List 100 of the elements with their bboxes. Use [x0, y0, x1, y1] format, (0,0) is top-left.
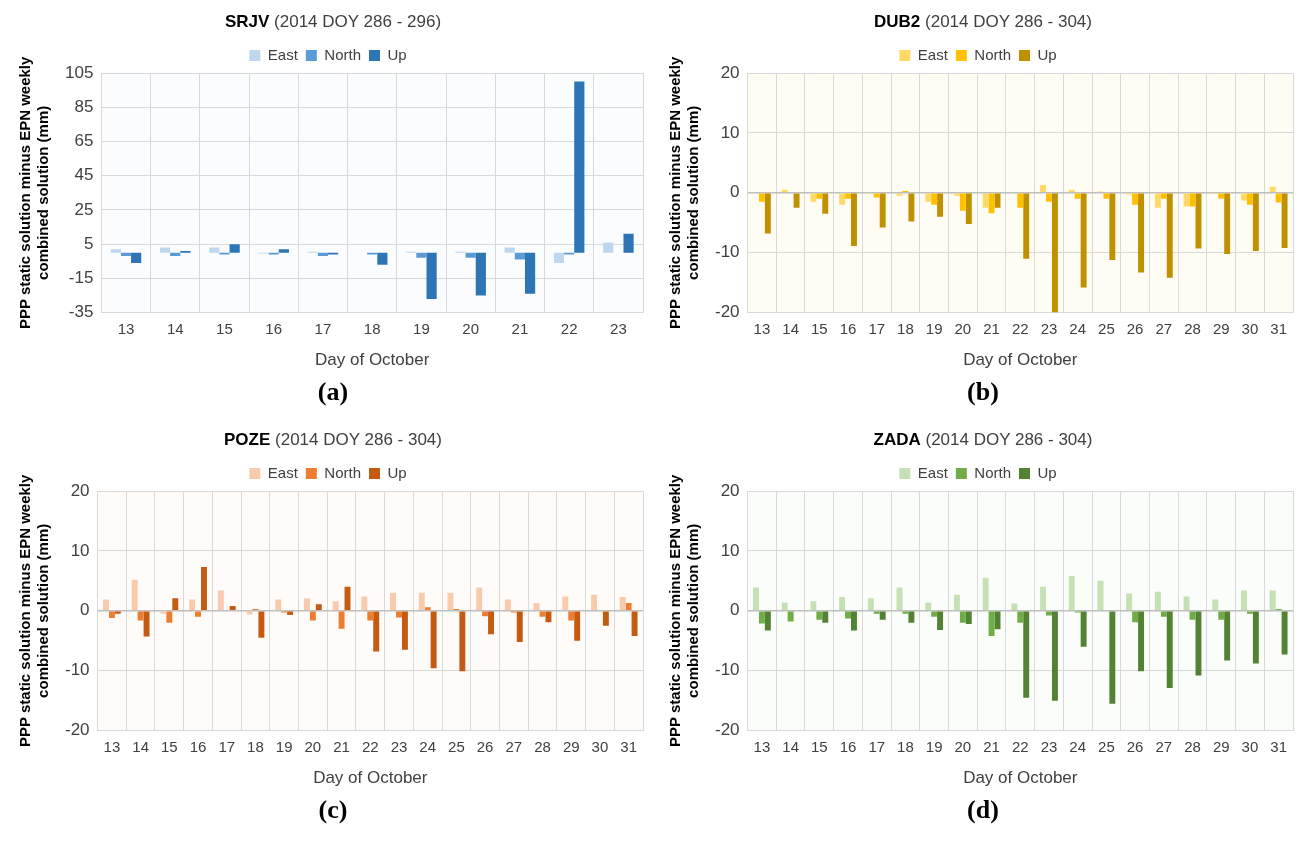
bar: [810, 601, 817, 611]
bar: [988, 611, 995, 636]
bar: [229, 244, 240, 253]
y-tick-label: -35: [68, 302, 94, 322]
x-axis-title: Day of October: [315, 350, 430, 370]
bar: [1138, 193, 1145, 273]
bar: [959, 193, 966, 211]
bar: [287, 611, 294, 615]
bar: [845, 611, 852, 619]
x-tick-label: 13: [753, 737, 771, 755]
bar: [110, 249, 121, 253]
bar: [114, 611, 121, 614]
x-tick-label: 14: [132, 737, 149, 755]
bar: [108, 611, 115, 618]
bar: [937, 611, 944, 630]
bar: [753, 587, 759, 611]
bar: [1212, 599, 1219, 611]
bar: [764, 611, 771, 631]
y-axis-title: PPP static solution minus EPN weekly combined solution (mm): [666, 473, 702, 747]
bar: [758, 193, 765, 202]
legend-label: East: [917, 463, 949, 481]
y-axis-title: PPP static solution minus EPN weekly combined solution (mm): [16, 473, 52, 747]
y-tick-label: 65: [74, 131, 94, 151]
y-tick-label: 0: [730, 182, 740, 202]
bar: [131, 252, 142, 263]
bar: [1246, 611, 1253, 614]
bar: [925, 602, 932, 611]
bar: [1080, 611, 1087, 647]
bar: [504, 247, 515, 253]
x-tick-label: 29: [1212, 319, 1230, 337]
bar: [1195, 611, 1202, 676]
bar: [1023, 193, 1030, 259]
legend-label: East: [267, 463, 299, 481]
x-tick-label: 26: [1126, 737, 1144, 755]
x-tick-label: 25: [1098, 319, 1115, 337]
x-tick-label: 17: [868, 319, 886, 337]
legend-label: Up: [387, 463, 407, 481]
bar: [1132, 193, 1139, 205]
x-tick-label: 28: [534, 737, 551, 755]
x-tick-label: 30: [1241, 319, 1259, 337]
x-tick-label: 21: [333, 737, 350, 755]
chart-title: ZADA (2014 DOY 286 - 304): [873, 430, 1093, 451]
bar: [1275, 193, 1282, 203]
x-tick-label: 17: [314, 319, 332, 337]
bar: [373, 611, 380, 652]
x-tick-label: 21: [983, 319, 1000, 337]
x-tick-label: 19: [413, 319, 430, 337]
legend-label: Up: [1037, 45, 1057, 63]
x-tick-label: 22: [1011, 319, 1029, 337]
bar: [361, 596, 368, 611]
x-tick-label: 26: [1126, 319, 1144, 337]
bar: [303, 598, 310, 611]
bar: [591, 594, 597, 611]
x-tick-label: 27: [1155, 737, 1173, 755]
bar: [1126, 593, 1133, 611]
bar: [810, 193, 817, 202]
y-tick-label: 20: [70, 480, 90, 500]
x-tick-label: 28: [1184, 737, 1201, 755]
bar: [568, 611, 575, 621]
x-tick-label: 29: [562, 737, 580, 755]
x-tick-label: 14: [166, 319, 184, 337]
chart-title: POZE (2014 DOY 286 - 304): [224, 430, 442, 451]
x-tick-label: 24: [1069, 319, 1087, 337]
legend-label: East: [267, 45, 299, 63]
x-tick-label: 25: [448, 737, 465, 755]
bar: [390, 592, 397, 611]
y-tick-label: -10: [64, 660, 90, 680]
chart-title: SRJV (2014 DOY 286 - 296): [224, 12, 442, 33]
bar: [1269, 186, 1276, 193]
x-tick-label: 26: [476, 737, 494, 755]
y-tick-label: 10: [720, 122, 740, 142]
x-tick-label: 20: [304, 737, 322, 755]
bar: [816, 193, 823, 199]
bar: [845, 193, 852, 199]
bar: [209, 247, 220, 253]
bar: [781, 189, 788, 193]
x-tick-label: 17: [868, 737, 886, 755]
bar: [851, 193, 857, 247]
bar: [545, 611, 552, 623]
bar: [873, 611, 880, 614]
bar: [338, 611, 345, 629]
bar: [603, 242, 614, 253]
bar: [758, 611, 765, 624]
bar: [953, 594, 960, 611]
y-tick-label: -10: [714, 242, 740, 262]
bar: [879, 193, 886, 228]
x-tick-label: 23: [1040, 737, 1058, 755]
bar: [1246, 193, 1253, 205]
x-tick-label: 16: [839, 319, 857, 337]
bar: [315, 604, 322, 611]
bar: [1160, 193, 1167, 199]
bar: [925, 193, 932, 202]
bar: [131, 579, 138, 611]
bar: [1269, 590, 1276, 611]
x-tick-label: 15: [216, 319, 233, 337]
bar: [982, 193, 989, 208]
y-tick-label: -15: [68, 268, 94, 288]
bar: [787, 611, 794, 622]
bar: [574, 611, 581, 641]
bar: [822, 611, 829, 623]
